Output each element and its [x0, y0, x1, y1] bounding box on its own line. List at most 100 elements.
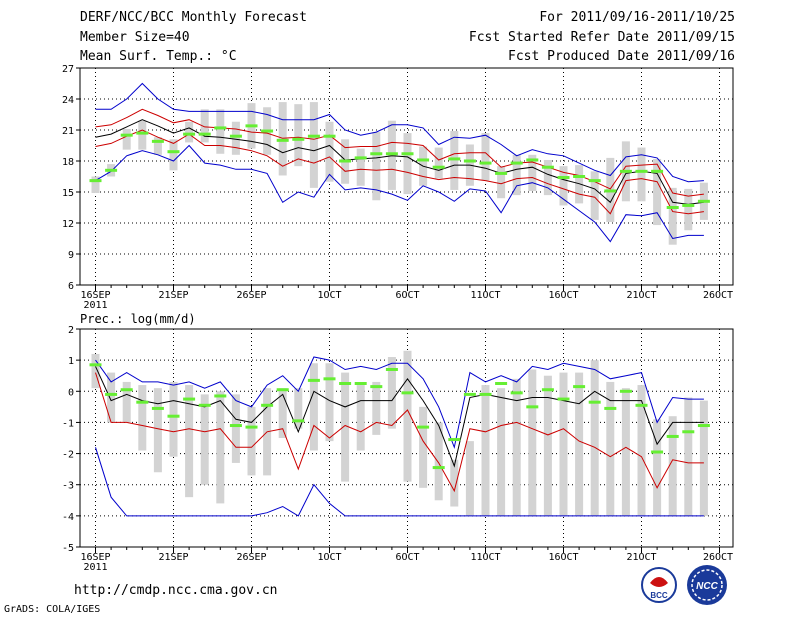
- temp-obs-marker: [214, 126, 227, 130]
- temp-obs-marker: [697, 199, 710, 203]
- temp-obs-marker: [635, 169, 648, 173]
- prec-obs-marker: [495, 382, 508, 385]
- prec-obs-marker: [354, 382, 367, 385]
- temp-obs-marker: [276, 138, 289, 142]
- temp-xtick-year: 2011: [83, 300, 107, 311]
- temp-ytick-label: 24: [62, 95, 74, 106]
- temp-xtick-label: 21SEP: [158, 290, 188, 301]
- temp-ytick-label: 27: [62, 64, 74, 75]
- prec-spread-box: [372, 381, 381, 435]
- prec-spread-box: [387, 357, 396, 429]
- prec-spread-box: [231, 394, 240, 463]
- prec-obs-marker: [370, 385, 383, 389]
- prec-obs-marker: [635, 403, 648, 407]
- prec-obs-marker: [588, 400, 601, 404]
- temp-ytick-label: 6: [68, 281, 74, 292]
- temp-obs-marker: [651, 169, 664, 173]
- temp-obs-marker: [183, 132, 196, 136]
- prec-spread-box: [528, 369, 537, 516]
- temp-obs-marker: [604, 189, 617, 193]
- ncc-logo-ring: [691, 569, 723, 601]
- temp-spread-box: [216, 109, 225, 154]
- temp-spread-box: [309, 102, 318, 188]
- forecast-period: For 2011/09/16-2011/10/25: [539, 10, 735, 25]
- temp-spread-box: [372, 132, 381, 201]
- temp-obs-marker: [167, 150, 180, 154]
- temp-obs-marker: [385, 152, 398, 156]
- prec-spread-box: [278, 388, 287, 438]
- temp-obs-marker: [479, 161, 492, 165]
- prec-spread-box: [153, 388, 162, 473]
- prec-ytick-label: -4: [62, 512, 74, 523]
- temp-obs-marker: [666, 206, 679, 209]
- prec-ytick-label: -5: [62, 543, 74, 554]
- prec-obs-marker: [682, 430, 695, 434]
- temp-spread-box: [403, 133, 412, 195]
- prec-spread-box: [138, 385, 147, 451]
- prec-spread-box: [512, 378, 521, 516]
- temp-obs-marker: [682, 203, 695, 207]
- temp-xtick-label: 11OCT: [470, 290, 500, 301]
- temp-obs-marker: [526, 158, 539, 162]
- temp-obs-marker: [495, 171, 508, 175]
- temp-obs-marker: [557, 176, 570, 180]
- chart-title: DERF/NCC/BCC Monthly Forecast: [80, 10, 307, 25]
- prec-spread-box: [185, 385, 194, 498]
- temp-spread-box: [169, 139, 178, 171]
- temp-obs-marker: [89, 179, 102, 183]
- precip-panel-title: Prec.: log(mm/d): [80, 312, 196, 326]
- temp-obs-marker: [120, 133, 133, 137]
- temp-spread-box: [200, 109, 209, 143]
- prec-obs-marker: [619, 389, 632, 393]
- temp-spread-box: [684, 188, 693, 231]
- prec-obs-marker: [276, 388, 289, 392]
- prec-obs-marker: [651, 450, 664, 454]
- prec-mean-line: [95, 366, 704, 468]
- prec-obs-marker: [573, 385, 586, 389]
- prec-xtick-label: 21SEP: [158, 552, 188, 563]
- temp-spread-box: [91, 176, 100, 194]
- temp-obs-marker: [339, 159, 352, 163]
- prec-obs-marker: [401, 391, 414, 395]
- temp-spread-box: [528, 154, 537, 191]
- prec-ytick-label: 0: [68, 387, 74, 398]
- temp-ytick-label: 12: [62, 219, 74, 230]
- prec-spread-box: [606, 381, 615, 516]
- temp-spread-box: [590, 171, 599, 220]
- temp-spread-box: [325, 121, 334, 182]
- prec-spread-box: [107, 372, 116, 423]
- temp-ytick-label: 15: [62, 188, 74, 199]
- temp-spread-box: [185, 121, 194, 143]
- prec-spread-box: [122, 381, 131, 423]
- temp-obs-marker: [229, 134, 242, 138]
- prec-obs-marker: [557, 397, 570, 401]
- prec-obs-marker: [183, 397, 196, 401]
- prec-obs-marker: [417, 425, 430, 429]
- prec-ytick-label: 1: [68, 356, 74, 367]
- temp-obs-marker: [463, 159, 476, 163]
- temp-obs-marker: [401, 152, 414, 156]
- prec-ytick-label: -1: [62, 418, 74, 429]
- prec-xtick-label: 11OCT: [470, 552, 500, 563]
- prec-obs-marker: [339, 382, 352, 385]
- temp-obs-marker: [136, 131, 149, 135]
- prec-spread-box: [169, 381, 178, 457]
- prec-spread-box: [403, 350, 412, 482]
- temp-spread-box: [356, 148, 365, 186]
- prec-obs-marker: [666, 434, 679, 438]
- prec-obs-marker: [463, 392, 476, 396]
- temp-spread-box: [543, 159, 552, 196]
- prec-spread-box: [559, 372, 568, 516]
- temp-spread-box: [575, 165, 584, 204]
- source-url[interactable]: http://cmdp.ncc.cma.gov.cn: [74, 583, 278, 598]
- temp-obs-marker: [105, 168, 118, 172]
- prec-spread-box: [200, 394, 209, 485]
- temp-spread-box: [668, 187, 677, 245]
- prec-spread-box: [575, 372, 584, 516]
- prec-spread-box: [325, 363, 334, 442]
- prec-spread-box: [434, 422, 443, 501]
- prec-obs-marker: [323, 377, 336, 381]
- prec-spread-box: [309, 363, 318, 451]
- prec-spread-box: [91, 353, 100, 389]
